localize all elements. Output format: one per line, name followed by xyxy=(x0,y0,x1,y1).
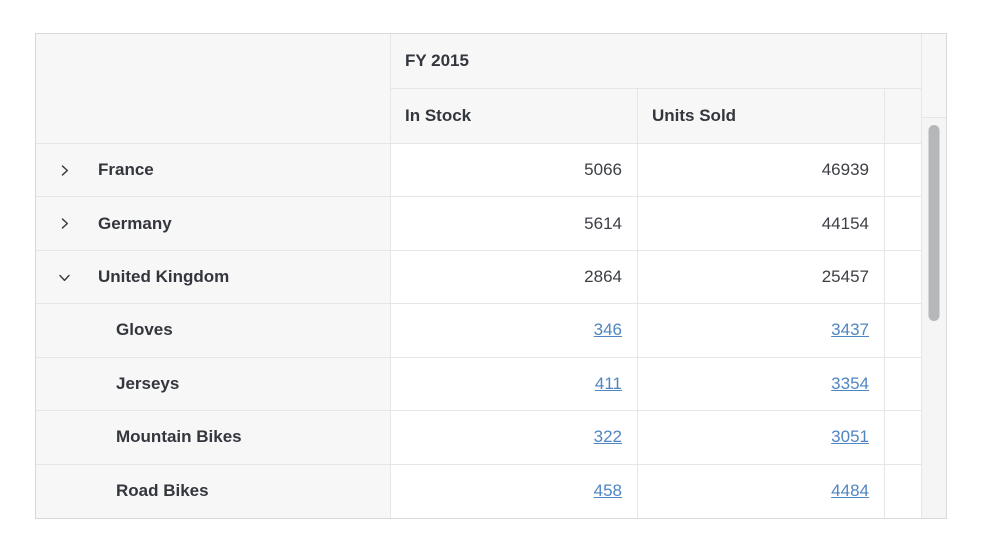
value-cell: 44154 xyxy=(638,197,885,251)
value-cell: 458 xyxy=(391,464,638,518)
filler-cell xyxy=(885,357,922,412)
drill-through-link[interactable]: 3437 xyxy=(831,320,869,340)
value-cell: 411 xyxy=(391,357,638,412)
drill-through-link[interactable]: 346 xyxy=(593,320,622,340)
drill-through-link[interactable]: 322 xyxy=(593,427,622,447)
value-text: 46939 xyxy=(821,160,869,180)
row-label: Germany xyxy=(98,213,172,233)
column-header-in-stock[interactable]: In Stock xyxy=(391,89,638,144)
row-header-gloves[interactable]: Gloves xyxy=(36,304,391,358)
value-cell: 4484 xyxy=(638,464,885,518)
value-cell: 25457 xyxy=(638,250,885,305)
value-text: 25457 xyxy=(821,267,869,287)
value-text: 2864 xyxy=(584,267,622,287)
column-group-label: FY 2015 xyxy=(405,51,469,70)
row-label: Jerseys xyxy=(116,373,180,393)
value-cell: 2864 xyxy=(391,250,638,305)
row-header-germany[interactable]: Germany xyxy=(36,197,391,251)
row-label: Gloves xyxy=(116,320,173,340)
value-cell: 3354 xyxy=(638,357,885,412)
row-label: United Kingdom xyxy=(98,267,230,287)
row-label: Road Bikes xyxy=(116,481,209,501)
drill-through-link[interactable]: 4484 xyxy=(831,481,869,501)
column-header-spacer xyxy=(885,89,922,144)
row-header-mountain-bikes[interactable]: Mountain Bikes xyxy=(36,411,391,465)
value-cell: 3437 xyxy=(638,304,885,358)
column-header-label: Units Sold xyxy=(652,106,737,125)
drill-through-link[interactable]: 458 xyxy=(593,481,622,501)
drill-through-link[interactable]: 3051 xyxy=(831,427,869,447)
filler-cell xyxy=(885,144,922,198)
row-label: Mountain Bikes xyxy=(116,427,242,447)
chevron-right-icon[interactable] xyxy=(58,164,71,177)
value-cell: 5614 xyxy=(391,197,638,251)
column-header-units-sold[interactable]: Units Sold xyxy=(638,89,885,144)
scrollbar-thumb[interactable] xyxy=(928,125,940,321)
value-cell: 346 xyxy=(391,304,638,358)
drill-through-link[interactable]: 411 xyxy=(594,373,622,393)
row-header-france[interactable]: France xyxy=(36,144,391,198)
value-text: 44154 xyxy=(821,213,869,233)
value-text: 5066 xyxy=(584,160,622,180)
row-header-road-bikes[interactable]: Road Bikes xyxy=(36,464,391,518)
value-cell: 3051 xyxy=(638,411,885,465)
chevron-right-icon[interactable] xyxy=(58,217,71,230)
chevron-down-icon[interactable] xyxy=(58,271,71,284)
drill-through-link[interactable]: 3354 xyxy=(831,373,869,393)
row-header-jerseys[interactable]: Jerseys xyxy=(36,357,391,412)
value-cell: 46939 xyxy=(638,144,885,198)
row-label: France xyxy=(98,160,154,180)
filler-cell xyxy=(885,250,922,305)
value-cell: 5066 xyxy=(391,144,638,198)
scrollbar-track[interactable] xyxy=(922,34,946,518)
filler-cell xyxy=(885,464,922,518)
value-text: 5614 xyxy=(584,213,622,233)
value-cell: 322 xyxy=(391,411,638,465)
row-header-united-kingdom[interactable]: United Kingdom xyxy=(36,250,391,305)
column-header-label: In Stock xyxy=(405,106,472,125)
corner-cell xyxy=(36,34,391,144)
scrollbar-header-spacer xyxy=(922,34,946,118)
filler-cell xyxy=(885,197,922,251)
pivot-table: FY 2015 In Stock Units Sold France 5066 … xyxy=(35,33,947,519)
column-group-header-fy2015[interactable]: FY 2015 xyxy=(391,34,922,89)
filler-cell xyxy=(885,411,922,465)
filler-cell xyxy=(885,304,922,358)
